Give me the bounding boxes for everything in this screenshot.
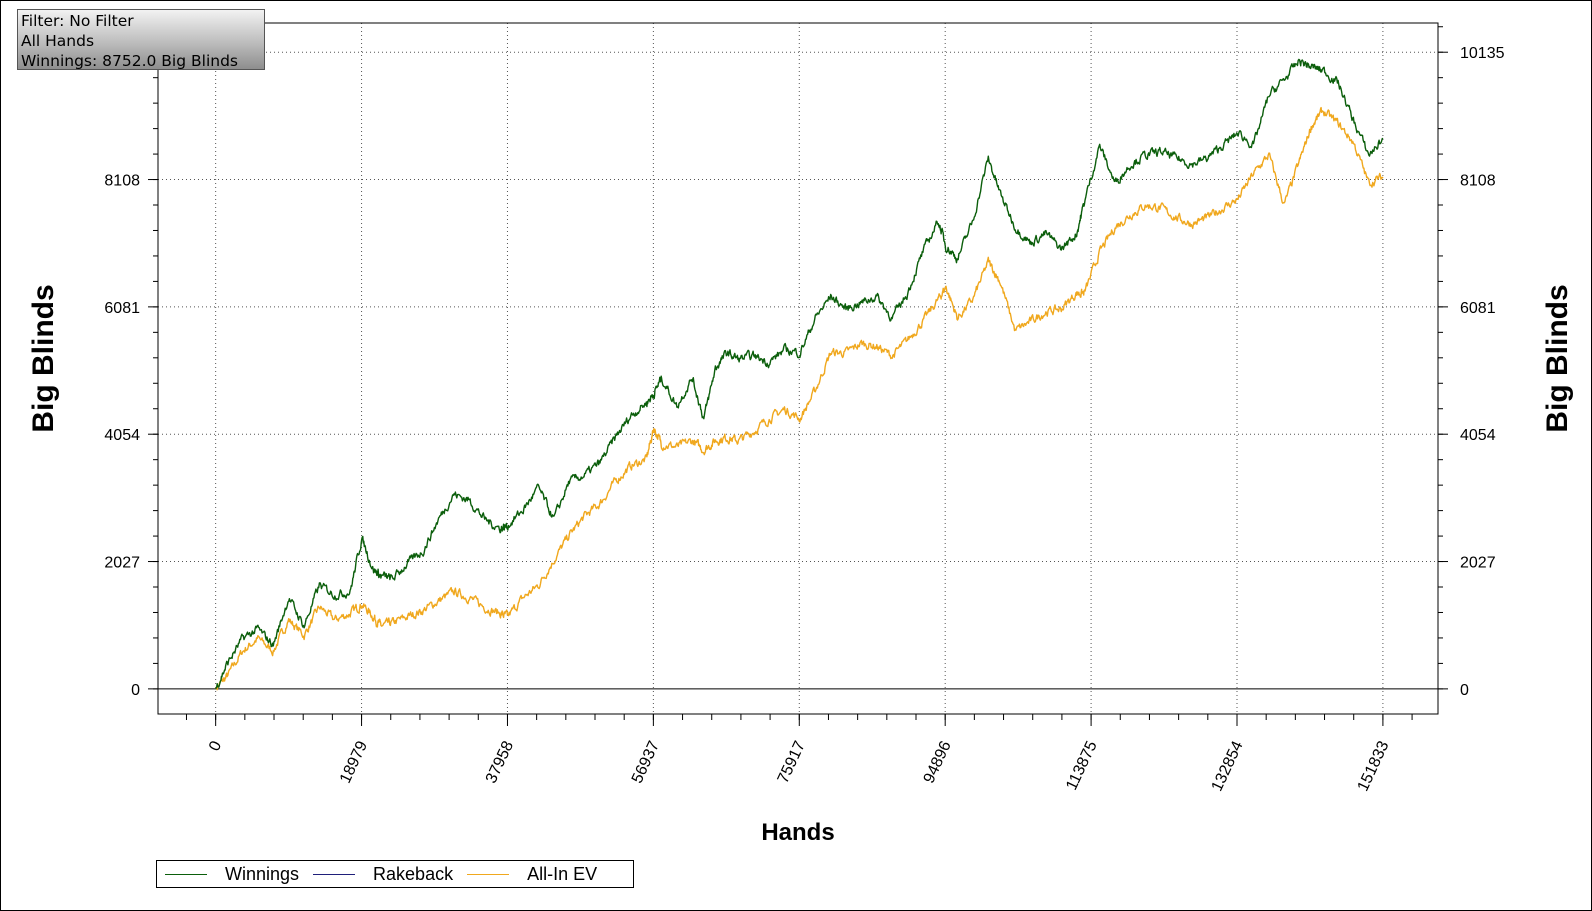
series-line-winnings: [215, 58, 1384, 690]
series: [215, 58, 1384, 691]
legend-entry-allin-ev: All-In EV: [467, 864, 597, 885]
y-tick-label-left: 0: [131, 682, 140, 699]
y-axis-title-left: Big Blinds: [27, 284, 60, 432]
x-tick-label: 113875: [1063, 738, 1101, 793]
x-axis-title: Hands: [761, 819, 834, 846]
y-tick-label-left: 6081: [104, 300, 140, 317]
x-tick-label: 18979: [337, 738, 371, 786]
x-tick-label: 0: [206, 738, 225, 753]
y-tick-label-right: 8108: [1460, 173, 1496, 190]
legend-entry-winnings: Winnings: [165, 864, 299, 885]
y-tick-label-left: 2027: [104, 555, 140, 572]
y-tick-label-right: 4054: [1460, 427, 1496, 444]
legend-label-rakeback: Rakeback: [373, 863, 454, 884]
legend: Winnings Rakeback All-In EV: [156, 860, 634, 888]
legend-label-winnings: Winnings: [225, 863, 300, 884]
x-tick-label: 94896: [921, 738, 955, 786]
x-tick-label: 37958: [483, 738, 517, 786]
legend-swatch-allin-ev: [467, 873, 510, 875]
x-tick-label: 132854: [1209, 738, 1247, 794]
axes: 0 18979 37958 56937 75917 94896 113875 132854 15…: [96, 26, 1505, 794]
x-tick-label: 151833: [1355, 738, 1393, 794]
y-tick-label-right: 2027: [1460, 555, 1496, 572]
legend-label-allin-ev: All-In EV: [527, 863, 598, 884]
winnings-text: Winnings: 8752.0 Big Blinds: [21, 52, 238, 70]
plot-area: [157, 22, 1439, 715]
summary-info-box: Filter: No Filter All Hands Winnings: 87…: [17, 9, 265, 70]
legend-swatch-rakeback: [313, 873, 356, 875]
y-axis-title-right: Big Blinds: [1541, 284, 1574, 432]
x-tick-label: 56937: [629, 738, 663, 786]
legend-swatch-winnings: [165, 873, 207, 875]
y-tick-label-right: 10135: [1460, 45, 1505, 62]
y-tick-label-right: 6081: [1460, 300, 1496, 317]
y-tick-label-right: 0: [1460, 682, 1469, 699]
series-line-all-in-ev: [215, 106, 1384, 691]
y-tick-label-left: 4054: [104, 427, 140, 444]
legend-entry-rakeback: Rakeback: [313, 864, 453, 885]
filter-text: Filter: No Filter: [21, 12, 134, 30]
grid: [158, 23, 1438, 714]
y-tick-label-left: 8108: [104, 173, 140, 190]
x-tick-label: 75917: [775, 738, 809, 786]
hands-text: All Hands: [21, 32, 95, 50]
